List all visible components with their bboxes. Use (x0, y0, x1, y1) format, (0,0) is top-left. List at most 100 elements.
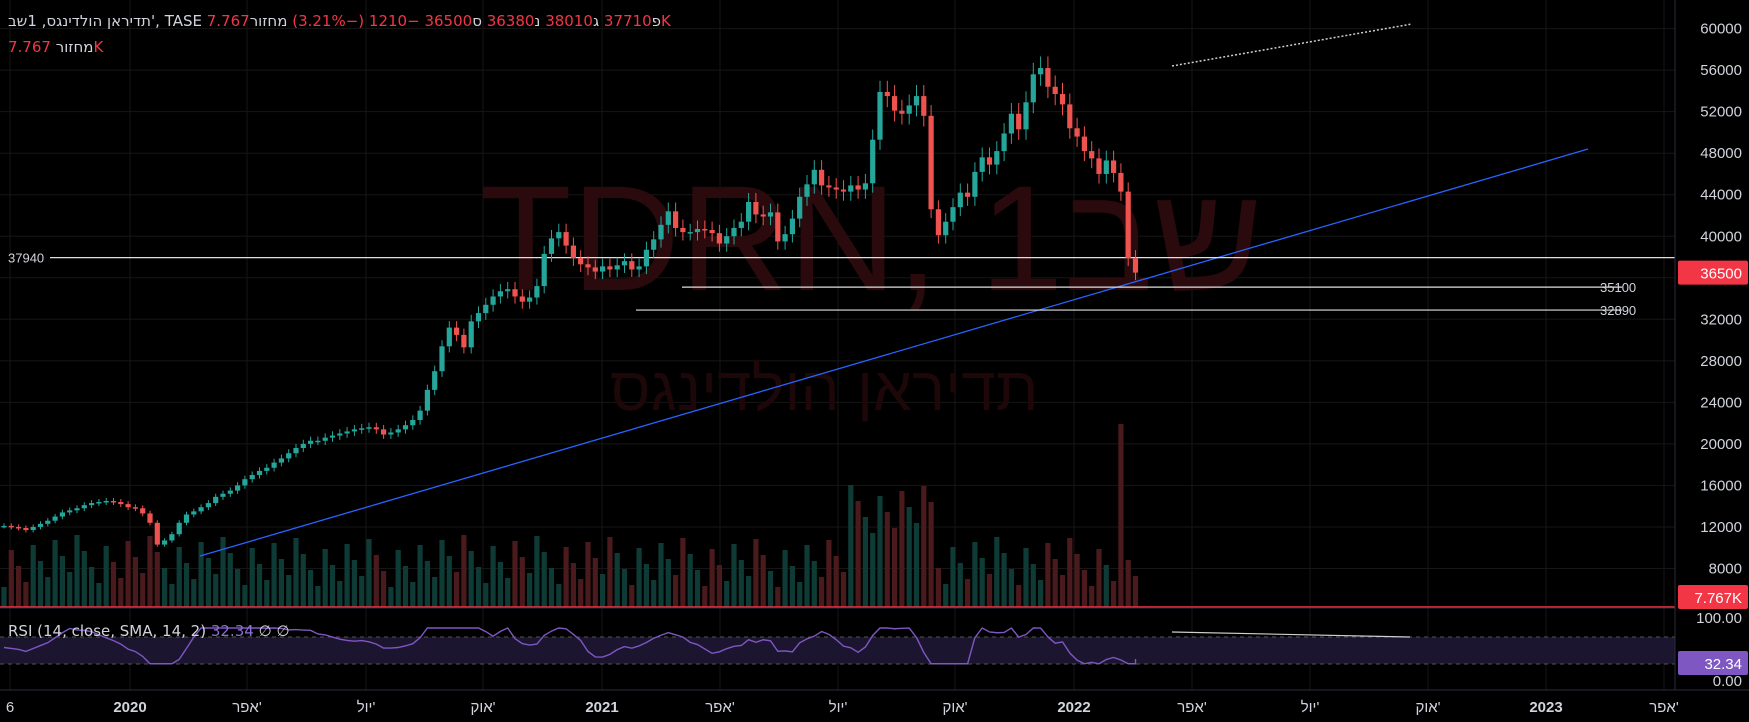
candle-body (278, 458, 284, 463)
volume-bar (344, 544, 350, 607)
volume-bar (329, 565, 336, 607)
candle-body (979, 157, 985, 172)
volume-bar (154, 552, 160, 607)
candle-body (52, 516, 58, 521)
rsi-tag-bg (1678, 651, 1748, 675)
candle-body (1038, 68, 1044, 75)
candle-body (585, 264, 591, 268)
volume-bars (0, 424, 1675, 608)
candle-body (424, 389, 430, 411)
candle-body (1081, 136, 1087, 152)
volume-bar (943, 584, 949, 607)
volume-bar (300, 554, 306, 607)
candle-body (81, 505, 87, 509)
candle-body (329, 435, 336, 438)
candle-body (497, 291, 503, 297)
candle-body (651, 239, 657, 250)
time-tick-label: אפר' (705, 699, 735, 716)
candle-body (1089, 151, 1095, 159)
close-value: 36500 (424, 12, 473, 30)
volume-bar (439, 540, 445, 607)
volume-bar (986, 574, 993, 607)
volume-bar (242, 585, 248, 607)
volume-bar (213, 574, 219, 607)
price-tags: 36500 7.767K 32.34 (1678, 260, 1748, 675)
volume-bar (475, 567, 482, 607)
resistance-dotted-line (1171, 23, 1413, 67)
volume-bar (629, 585, 635, 607)
volume-bar (337, 581, 343, 607)
volume-bar (30, 545, 36, 607)
volume-bar (1074, 554, 1080, 607)
candle-body (607, 266, 613, 270)
candle-body (468, 321, 474, 348)
volume-bar (840, 572, 847, 607)
volume-bar (1089, 586, 1095, 607)
rsi-value: 32.34 (210, 622, 254, 640)
volume-bar (826, 540, 832, 607)
volume-bar (636, 548, 642, 607)
candle-body (614, 265, 620, 270)
candle-body (381, 429, 387, 435)
candle-body (37, 523, 44, 527)
candle-body (665, 211, 671, 225)
volume-bar (855, 501, 861, 607)
candle-body (220, 493, 226, 497)
candle-body (965, 192, 971, 197)
volume-bar (359, 576, 365, 607)
candle-body (183, 514, 190, 523)
price-tick-label: 16000 (1700, 477, 1742, 494)
volume-bar (913, 523, 920, 607)
watermark: TDRN, 1שב תדיראן הולדינגס (480, 154, 1263, 424)
price-axis: 6000056000520004800044000400003600032000… (1674, 0, 1749, 722)
candle-body (132, 507, 138, 509)
candle-body (308, 440, 314, 444)
candle-body (556, 232, 562, 239)
candle-body (1008, 113, 1014, 134)
volume-bar (950, 547, 956, 607)
volume-bar (1023, 548, 1029, 607)
candle-body (1096, 158, 1102, 174)
candle-body (621, 261, 628, 266)
volume-bar (23, 582, 29, 607)
volume-bar (59, 556, 65, 607)
candle-body (906, 105, 912, 114)
candle-body (913, 96, 920, 106)
volume-bar (1059, 575, 1066, 607)
volume-bar (848, 485, 854, 607)
volume-bar (935, 568, 941, 607)
volume-bar (972, 542, 978, 607)
volume-bar (862, 517, 868, 607)
last-price-tag: 36500 (1700, 266, 1742, 283)
volume-bar (556, 584, 562, 607)
volume-bar (147, 536, 153, 607)
volume-bar (760, 555, 766, 607)
volume-bar (680, 538, 686, 607)
volume-bar (585, 542, 591, 607)
candle-body (344, 431, 350, 434)
volume-bar (1132, 576, 1139, 607)
time-tick-label: אפר' (232, 699, 262, 716)
level-label: 35100 (1600, 280, 1636, 295)
candle-body (388, 432, 394, 435)
candle-body (855, 185, 861, 190)
candle-body (235, 485, 241, 491)
candle-body (986, 157, 993, 165)
rsi-tick-label: 0.00 (1713, 673, 1742, 690)
candle-body (410, 420, 416, 426)
candle-body (1125, 191, 1131, 259)
volume-bar (249, 548, 255, 607)
volume-bar (658, 543, 664, 607)
symbol-name: תדיראן הולדינגס, 1שב', TASE (8, 12, 202, 30)
volume-bar (505, 578, 511, 607)
candle-body (1052, 86, 1058, 95)
volume-bar (176, 547, 182, 607)
volume-bar (52, 540, 58, 607)
volume-bar (8, 550, 14, 607)
volume-bar (1096, 549, 1102, 607)
candle-body (899, 110, 905, 114)
change-value: −1210 (−3.21%) (292, 12, 420, 30)
time-tick-label: 2020 (113, 699, 146, 716)
candle-body (461, 334, 467, 348)
